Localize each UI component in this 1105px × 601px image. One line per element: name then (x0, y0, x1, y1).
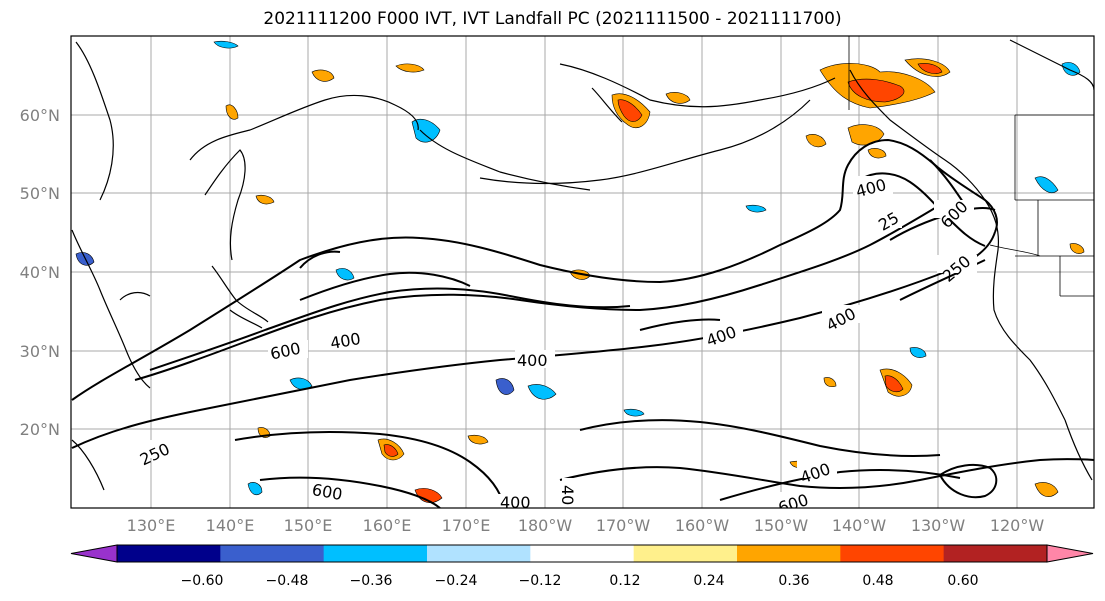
lon-label: 140°W (832, 516, 887, 535)
lon-label: 170°W (596, 516, 651, 535)
gridlines (71, 36, 1094, 508)
lon-label: 180°W (518, 516, 573, 535)
colorbar-swatch (220, 545, 325, 562)
political-borders (848, 36, 1094, 297)
lon-label: 140°E (206, 516, 255, 535)
lat-label: 20°N (20, 420, 60, 439)
colorbar-tick-label: −0.12 (519, 573, 562, 589)
contour-label: 400 (517, 351, 548, 370)
colorbar-swatch (943, 545, 1048, 562)
colorbar-swatch (633, 545, 738, 562)
colorbar-tick-label: 0.48 (862, 573, 893, 589)
colorbar-tick-label: 0.12 (609, 573, 640, 589)
colorbar-swatch (427, 545, 531, 562)
map-frame (70, 35, 1095, 509)
colorbar-extend-max (1046, 544, 1094, 563)
colorbar-swatch (323, 545, 428, 562)
colorbar-tick-label: 0.60 (947, 573, 978, 589)
lat-label: 50°N (20, 184, 60, 203)
colorbar-tick-label: −0.48 (266, 573, 309, 589)
colorbar-frame (116, 544, 1048, 563)
contour-label: 40 (558, 485, 577, 505)
lat-label: 40°N (20, 263, 60, 282)
lon-label: 130°W (911, 516, 966, 535)
latitude-labels: 20°N 30°N 40°N 50°N 60°N (20, 106, 60, 439)
ivt-contours (71, 138, 1094, 508)
coastlines (71, 39, 1094, 491)
lon-label: 130°E (127, 516, 176, 535)
colorbar-tick-label: −0.24 (435, 573, 478, 589)
lon-label: 150°E (284, 516, 333, 535)
colorbar-tick-labels: −0.60 −0.48 −0.36 −0.24 −0.12 0.12 0.24 … (181, 573, 979, 589)
colorbar-swatch (737, 545, 841, 562)
colorbar-tick-label: −0.60 (181, 573, 224, 589)
colorbar-tick-label: 0.36 (778, 573, 809, 589)
lat-label: 60°N (20, 106, 60, 125)
colorbar-swatch (530, 545, 635, 562)
lon-label: 160°W (675, 516, 730, 535)
colorbar-swatch (117, 545, 221, 562)
lon-label: 120°W (990, 516, 1045, 535)
colorbar-extend-min (70, 544, 118, 563)
contour-label: 400 (500, 493, 531, 512)
lat-label: 30°N (20, 342, 60, 361)
colorbar-tick-label: 0.24 (693, 573, 724, 589)
longitude-labels: 130°E 140°E 150°E 160°E 170°E 180°W 170°… (127, 516, 1045, 535)
map-area: 600 400 400 400 400 400 25 600 250 250 6… (71, 36, 1094, 512)
contour-labels: 600 400 400 400 400 400 25 600 250 250 6… (136, 175, 977, 512)
lon-label: 160°E (363, 516, 412, 535)
lon-label: 150°W (754, 516, 809, 535)
colorbar: −0.60 −0.48 −0.36 −0.24 −0.12 0.12 0.24 … (70, 544, 1094, 589)
colorbar-tick-label: −0.36 (350, 573, 393, 589)
colorbar-swatches (70, 544, 1094, 563)
colorbar-swatch (840, 545, 945, 562)
lon-label: 170°E (442, 516, 491, 535)
map-title: 2021111200 F000 IVT, IVT Landfall PC (20… (263, 9, 842, 29)
